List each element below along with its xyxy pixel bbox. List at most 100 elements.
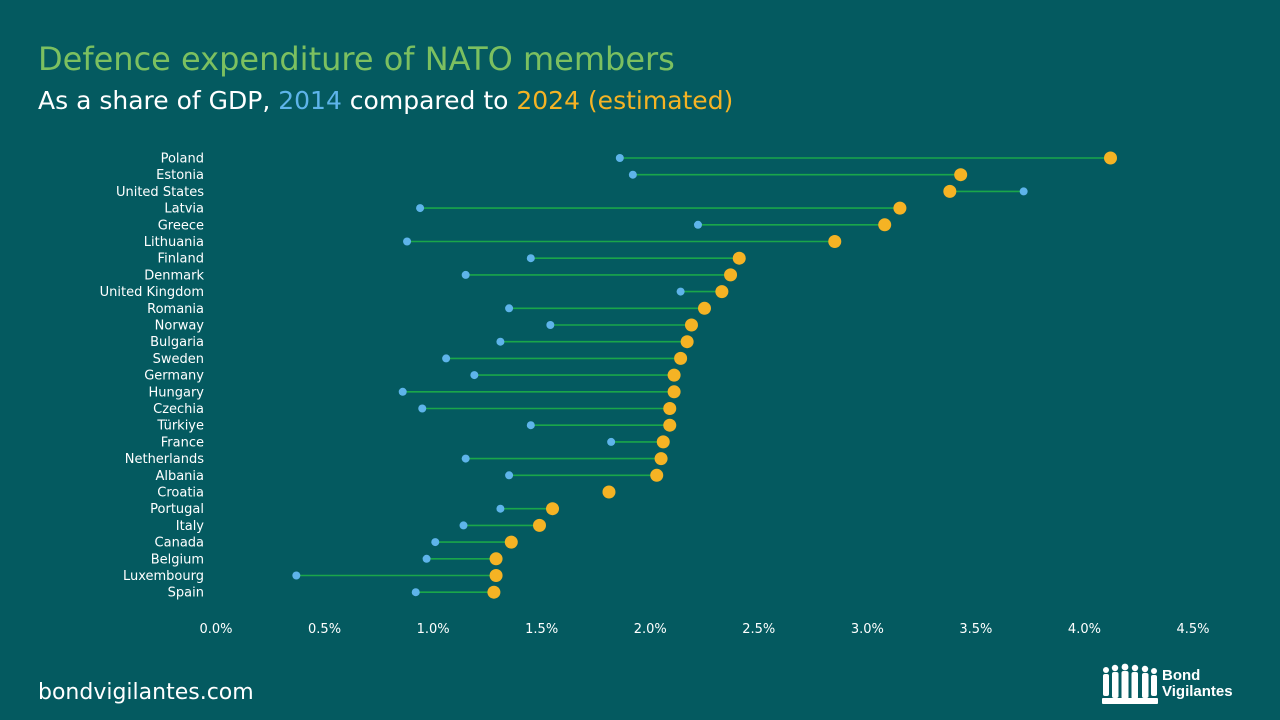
people-silhouette-icon [1102, 663, 1158, 704]
category-label: Italy [176, 519, 205, 534]
point-2014 [546, 321, 555, 329]
point-2014 [693, 220, 702, 229]
point-2014 [526, 254, 535, 263]
point-2024 [602, 485, 616, 499]
category-label: Denmark [144, 268, 204, 283]
point-2014 [676, 287, 685, 296]
category-label: France [161, 435, 204, 450]
logo-line-1: Bond [1162, 667, 1201, 684]
x-tick-label: 3.0% [851, 622, 884, 637]
category-label: Luxembourg [123, 569, 204, 584]
point-2014 [505, 471, 514, 480]
point-2024 [684, 318, 698, 332]
category-label: Bulgaria [150, 335, 204, 350]
category-label: United States [116, 185, 204, 200]
x-tick-label: 0.0% [199, 622, 232, 637]
category-label: Finland [158, 252, 204, 267]
point-2014 [1019, 187, 1028, 196]
category-label: Czechia [153, 402, 204, 417]
category-label: Norway [155, 319, 205, 334]
point-2024 [663, 402, 677, 415]
point-2014 [496, 337, 505, 346]
x-tick-label: 1.0% [417, 622, 450, 637]
point-2024 [878, 218, 892, 232]
point-2014 [398, 387, 407, 396]
point-2024 [650, 468, 664, 482]
bond-vigilantes-logo: Bond Vigilantes [1100, 660, 1250, 710]
point-2024 [680, 335, 694, 349]
point-2014 [411, 588, 420, 597]
point-2014 [505, 304, 514, 313]
point-2024 [504, 535, 518, 549]
point-2024 [546, 502, 560, 516]
point-2014 [628, 170, 637, 179]
point-2024 [732, 251, 746, 265]
category-label: Latvia [164, 202, 204, 217]
point-2014 [422, 554, 431, 563]
point-2014 [442, 354, 451, 363]
point-2024 [532, 518, 546, 532]
point-2024 [489, 552, 503, 566]
subtitle-prefix: As a share of GDP, [38, 86, 279, 115]
point-2014 [607, 437, 616, 446]
category-label: Belgium [151, 552, 204, 567]
point-2024 [656, 435, 670, 449]
point-2014 [526, 421, 535, 430]
category-label: Canada [155, 536, 204, 551]
x-tick-label: 2.0% [634, 622, 667, 637]
point-2024 [724, 268, 738, 282]
x-tick-label: 0.5% [308, 622, 341, 637]
point-2024 [1103, 151, 1117, 165]
point-2024 [893, 201, 907, 215]
legend-2014: 2014 [278, 86, 342, 115]
point-2014 [615, 154, 624, 162]
x-tick-label: 2.5% [742, 622, 775, 637]
x-tick-label: 3.5% [959, 622, 992, 637]
point-2014 [461, 270, 470, 279]
point-2024 [654, 452, 668, 466]
category-label: Sweden [153, 352, 204, 367]
category-label: Greece [158, 218, 204, 233]
point-2024 [715, 285, 729, 299]
point-2014 [470, 371, 479, 380]
x-tick-label: 4.0% [1068, 622, 1101, 637]
category-label: Lithuania [144, 235, 204, 250]
site-url[interactable]: bondvigilantes.com [38, 680, 254, 705]
point-2024 [487, 585, 501, 599]
category-label: Estonia [156, 168, 204, 183]
point-2024 [489, 569, 503, 582]
category-label: Romania [147, 302, 204, 317]
point-2014 [292, 571, 301, 580]
category-label: Croatia [157, 486, 204, 501]
point-2014 [431, 538, 440, 547]
point-2024 [667, 385, 681, 399]
category-label: Portugal [150, 502, 204, 517]
point-2014 [459, 521, 468, 530]
point-2014 [403, 237, 412, 246]
point-2014 [461, 454, 470, 463]
x-tick-label: 4.5% [1176, 622, 1209, 637]
category-label: Türkiye [156, 419, 204, 434]
logo-text: Bond Vigilantes [1162, 668, 1233, 700]
point-2014 [416, 204, 425, 213]
category-label: Hungary [148, 385, 204, 400]
logo-line-2: Vigilantes [1162, 683, 1233, 700]
point-2024 [667, 368, 681, 382]
point-2014 [496, 504, 505, 513]
x-tick-label: 1.5% [525, 622, 558, 637]
point-2014 [418, 404, 427, 413]
point-2024 [663, 418, 677, 432]
category-label: Netherlands [125, 452, 204, 467]
category-label: United Kingdom [100, 285, 204, 300]
chart-subtitle: As a share of GDP, 2014 compared to 2024… [38, 86, 733, 115]
category-label: Germany [144, 369, 204, 384]
point-2024 [943, 184, 957, 198]
point-2024 [828, 235, 842, 248]
legend-2024: 2024 (estimated) [516, 86, 734, 115]
category-label: Spain [168, 586, 204, 601]
chart-title: Defence expenditure of NATO members [38, 40, 675, 78]
category-label: Poland [161, 152, 204, 167]
point-2024 [954, 168, 968, 182]
subtitle-mid: compared to [341, 86, 517, 115]
